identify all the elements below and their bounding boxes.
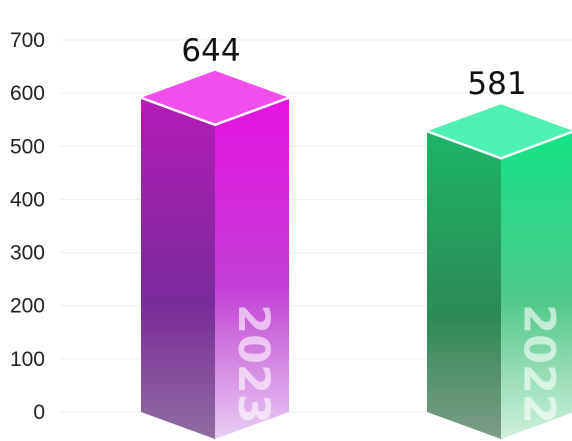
y-tick-label: 0 [33, 401, 45, 424]
y-tick-label: 400 [10, 188, 45, 211]
bar-2023: 644 2023 [140, 33, 290, 439]
bar-side-face [501, 131, 572, 439]
y-tick-label: 600 [10, 82, 45, 105]
bars: 644 2023 581 2022 [140, 33, 572, 440]
bar-category-label: 2023 [228, 304, 278, 424]
y-tick-label: 200 [10, 295, 45, 318]
bar-edge-highlight [140, 96, 290, 127]
y-tick-label: 300 [10, 242, 45, 265]
y-axis-labels: 0 100 200 300 400 500 600 700 [10, 29, 45, 424]
bar-edge-highlight [426, 130, 572, 160]
bar-front-face [427, 131, 501, 440]
bar-value-label: 581 [467, 66, 526, 102]
bar-side-face [215, 97, 289, 439]
bar-category-label: 2022 [514, 304, 564, 424]
bar-front-face [141, 97, 215, 439]
y-tick-label: 700 [10, 29, 45, 52]
bar-2022: 581 2022 [426, 66, 572, 440]
bar-value-label: 644 [181, 33, 240, 69]
y-tick-label: 500 [10, 135, 45, 158]
y-tick-label: 100 [10, 348, 45, 371]
